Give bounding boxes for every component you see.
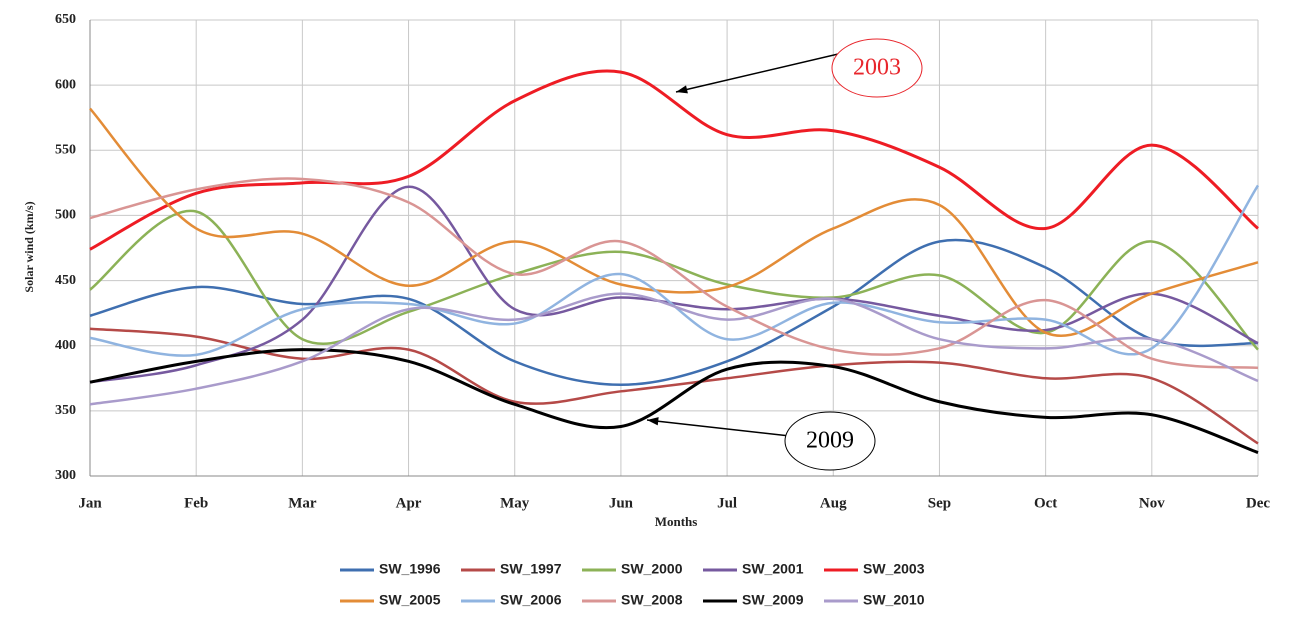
series-line — [89, 348, 1259, 454]
series-line — [89, 185, 1259, 384]
x-tick-label: Jan — [78, 495, 102, 511]
x-tick-label: Jul — [717, 495, 737, 511]
annotation-text: 2009 — [806, 428, 854, 454]
y-tick-label: 450 — [55, 273, 76, 288]
x-tick-label: Oct — [1034, 495, 1057, 511]
legend-label: SW_2001 — [742, 561, 804, 577]
x-axis-label: Months — [655, 514, 698, 529]
legend-label: SW_2008 — [621, 592, 683, 608]
y-tick-label: 600 — [55, 77, 76, 92]
series-line — [89, 107, 1259, 337]
annotation-ellipse — [784, 411, 876, 471]
legend-label: SW_2005 — [379, 592, 441, 608]
x-tick-label: Aug — [820, 495, 847, 511]
legend-label: SW_1996 — [379, 561, 441, 577]
series-line — [89, 238, 1259, 387]
annotation-arrow — [646, 419, 791, 437]
y-tick-label: 300 — [55, 468, 76, 483]
x-tick-label: May — [500, 495, 530, 511]
x-tick-label: Apr — [396, 495, 422, 511]
series-line — [89, 69, 1259, 251]
series-line — [89, 327, 1259, 445]
x-tick-label: Mar — [288, 495, 317, 511]
series-line — [89, 177, 1259, 370]
series-line — [89, 209, 1259, 351]
legend-label: SW_2010 — [863, 592, 925, 608]
x-tick-label: Jun — [609, 495, 634, 511]
y-tick-label: 350 — [55, 403, 76, 418]
annotation-text: 2003 — [853, 55, 901, 81]
arrow-head — [647, 417, 659, 426]
y-tick-label: 650 — [55, 12, 76, 27]
legend-label: SW_2009 — [742, 592, 804, 608]
legend-label: SW_2006 — [500, 592, 562, 608]
legend-label: SW_2003 — [863, 561, 925, 577]
series-line — [89, 184, 1260, 357]
x-tick-label: Sep — [928, 495, 951, 511]
y-tick-label: 500 — [55, 208, 76, 223]
x-tick-label: Feb — [184, 495, 208, 511]
annotation-ellipse — [831, 38, 923, 98]
y-tick-label: 400 — [55, 338, 76, 353]
arrow-head — [676, 85, 688, 94]
y-tick-label: 550 — [55, 143, 76, 158]
annotation-arrow — [675, 46, 869, 93]
x-tick-label: Dec — [1246, 495, 1270, 511]
y-axis-label: Solar wind (km/s) — [22, 201, 36, 292]
series-line — [89, 292, 1259, 406]
legend-label: SW_1997 — [500, 561, 562, 577]
legend-label: SW_2000 — [621, 561, 683, 577]
x-tick-label: Nov — [1139, 495, 1165, 511]
